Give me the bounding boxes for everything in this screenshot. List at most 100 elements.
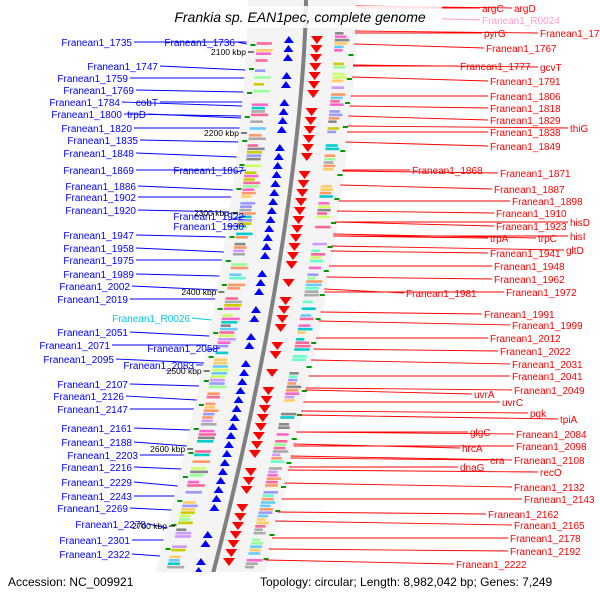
gene-label-left: Franean1_1867 bbox=[173, 166, 244, 177]
gene-arrow-minus bbox=[225, 432, 236, 439]
label-connector-left bbox=[123, 113, 241, 117]
cog-bar-minus bbox=[217, 341, 231, 344]
gene-labels: Franean1_1735 Franean1_1736Franean1_1747F… bbox=[39, 4, 600, 571]
gene-arrow-plus bbox=[307, 90, 320, 98]
cog-bar-minus bbox=[222, 314, 233, 317]
gene-arrow-minus bbox=[281, 72, 292, 79]
cog-bar-plus bbox=[334, 42, 348, 45]
gene-label-left: Franean1_1947 bbox=[63, 231, 134, 242]
cog-bar-minus bbox=[178, 521, 193, 525]
gc-marker bbox=[250, 44, 256, 46]
cog-bar-plus bbox=[276, 433, 289, 436]
gene-label-right: glgC bbox=[470, 428, 491, 439]
cog-bar-minus bbox=[206, 395, 220, 399]
cog-bar-plus bbox=[329, 103, 344, 106]
gene-label-left: Franean1_1848 bbox=[63, 149, 134, 160]
gene-label-left: Franean1_1886 bbox=[65, 182, 136, 193]
cog-bar-plus bbox=[250, 545, 262, 548]
gc-marker bbox=[208, 356, 214, 358]
cog-bar-plus bbox=[308, 266, 321, 270]
gene-label-left: Franean1_2095 bbox=[43, 355, 114, 366]
gene-arrow-plus bbox=[250, 441, 263, 449]
gene-arrow-minus bbox=[213, 486, 224, 493]
gene-label-left: Franean1_1835 bbox=[67, 136, 138, 147]
label-connector-left bbox=[137, 185, 233, 191]
label-connector-left bbox=[129, 331, 210, 337]
cog-bar-plus bbox=[330, 93, 346, 96]
gene-arrow-plus bbox=[244, 468, 257, 476]
cog-bar-plus bbox=[320, 188, 334, 191]
kbp-tick-label: 2600 kbp bbox=[150, 444, 185, 454]
cog-bar-minus bbox=[219, 327, 238, 331]
gene-arrow-minus bbox=[237, 378, 248, 385]
label-connector-right bbox=[354, 43, 485, 49]
gene-arrow-plus bbox=[310, 45, 323, 53]
cog-bar-plus bbox=[246, 559, 263, 562]
label-connector-left bbox=[131, 553, 161, 557]
cog-bar-minus bbox=[224, 300, 242, 304]
cog-bar-plus bbox=[286, 389, 299, 392]
label-connector-right bbox=[351, 76, 489, 82]
cog-bar-plus bbox=[294, 344, 311, 348]
gc-marker bbox=[177, 500, 183, 502]
cog-bar-minus bbox=[185, 491, 202, 494]
label-connector-left bbox=[133, 427, 190, 431]
cog-bar-plus bbox=[327, 127, 340, 130]
gene-label-left: Franean1_1958 bbox=[63, 244, 134, 255]
cog-bar-plus bbox=[328, 117, 340, 120]
cog-bar-minus bbox=[221, 317, 240, 321]
label-connector-right bbox=[320, 311, 483, 315]
label-connector-right bbox=[318, 320, 511, 326]
gc-marker bbox=[327, 246, 333, 248]
cog-bar-minus bbox=[183, 501, 196, 504]
gene-label-left: Franean1_2188 bbox=[61, 438, 132, 449]
cog-bar-plus bbox=[297, 327, 313, 331]
gene-arrow-minus bbox=[268, 198, 279, 205]
gene-arrow-plus bbox=[293, 207, 306, 215]
cog-bar-minus bbox=[192, 460, 210, 463]
gene-label-right: pyrG bbox=[484, 29, 506, 40]
cog-bar-plus bbox=[299, 317, 314, 321]
cog-bar-minus bbox=[182, 504, 198, 508]
label-connector-right bbox=[284, 482, 513, 488]
cog-bar-minus bbox=[248, 134, 262, 137]
cog-bar-plus bbox=[272, 450, 289, 453]
gene-label-right: Franean1_2049 bbox=[514, 386, 585, 397]
label-connector-right bbox=[340, 184, 493, 190]
label-connector-right bbox=[352, 64, 539, 68]
cog-bar-plus bbox=[294, 348, 310, 351]
label-connector-left bbox=[228, 215, 247, 221]
cog-bar-minus bbox=[230, 266, 249, 270]
label-connector-right bbox=[268, 548, 509, 552]
cog-bar-minus bbox=[223, 307, 240, 310]
gene-label-right: Franean1_2192 bbox=[510, 547, 581, 558]
cog-bar-plus bbox=[325, 144, 338, 147]
gene-label-left: Franean1_1975 bbox=[63, 256, 134, 267]
gene-label-right: tpiA bbox=[560, 415, 578, 426]
gene-label-right: hisI bbox=[570, 232, 586, 243]
gene-label-left: Franean1_1930 bbox=[173, 222, 244, 233]
label-connector-left bbox=[137, 209, 230, 213]
gc-marker bbox=[229, 236, 235, 238]
gene-arrow-minus bbox=[260, 252, 271, 259]
gene-arrow-plus bbox=[225, 549, 238, 557]
gene-label-left: trpD bbox=[127, 110, 146, 121]
gene-label-right: Franean1_2222 bbox=[456, 560, 527, 571]
cog-bar-plus bbox=[306, 280, 323, 283]
gene-arrow-plus bbox=[229, 531, 242, 539]
gene-arrow-plus bbox=[258, 405, 271, 413]
gene-arrow-minus bbox=[277, 117, 288, 124]
gene-label-right: Franean1_2143 bbox=[524, 495, 595, 506]
cog-bar-plus bbox=[254, 528, 263, 531]
gene-arrow-minus bbox=[266, 207, 277, 214]
gene-arrow-plus bbox=[276, 315, 289, 323]
cog-bar-plus bbox=[306, 276, 316, 280]
cog-bar-plus bbox=[255, 525, 266, 528]
gc-marker bbox=[248, 68, 254, 70]
cog-bar-minus bbox=[251, 113, 269, 117]
cog-bar-plus bbox=[322, 168, 334, 171]
cog-bar-minus bbox=[251, 106, 265, 110]
gene-arrow-plus bbox=[288, 243, 301, 251]
cog-bar-minus bbox=[207, 392, 220, 395]
